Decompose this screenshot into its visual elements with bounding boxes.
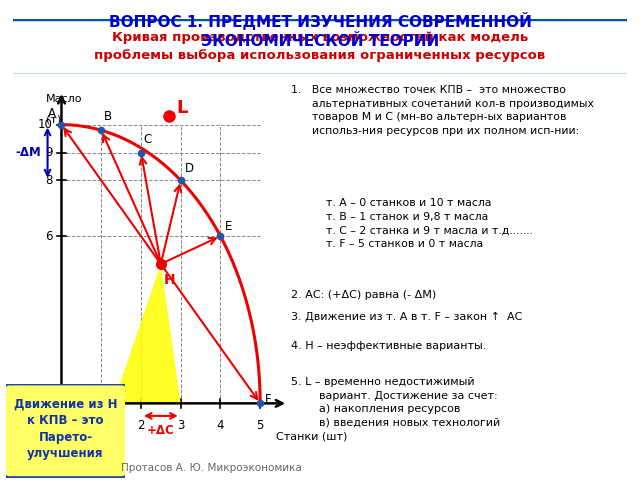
Text: A: A xyxy=(47,108,56,120)
Text: 5. L – временно недостижимый
        вариант. Достижение за счет:
        а) нак: 5. L – временно недостижимый вариант. До… xyxy=(291,377,500,428)
Text: +ΔС: +ΔС xyxy=(147,424,175,437)
Text: 10: 10 xyxy=(38,118,52,131)
Text: Протасов А. Ю. Микроэкономика: Протасов А. Ю. Микроэкономика xyxy=(121,463,301,473)
Text: 6: 6 xyxy=(45,229,52,242)
Text: 2: 2 xyxy=(137,419,145,432)
Text: 4: 4 xyxy=(217,419,224,432)
Text: -ΔМ: -ΔМ xyxy=(16,146,42,159)
Text: 4. Н – неэффективные варианты.: 4. Н – неэффективные варианты. xyxy=(291,341,486,350)
Text: 9: 9 xyxy=(45,146,52,159)
Text: 1.   Все множество точек КПВ –  это множество
      альтернативных сочетаний кол: 1. Все множество точек КПВ – это множест… xyxy=(291,85,594,136)
Text: Станки (шт): Станки (шт) xyxy=(276,431,348,441)
Text: C: C xyxy=(144,133,152,146)
Text: B: B xyxy=(104,110,112,123)
Text: D: D xyxy=(185,162,194,175)
Text: Кривая производственных возможностей как модель
проблемы выбора использования ог: Кривая производственных возможностей как… xyxy=(94,31,546,62)
FancyBboxPatch shape xyxy=(4,384,127,478)
Text: Движение из Н
к КПВ – это
Парето-
улучшения: Движение из Н к КПВ – это Парето- улучше… xyxy=(14,397,117,460)
Text: (т): (т) xyxy=(45,115,61,125)
Text: 2. АС: (+ΔС) равна (- ΔМ): 2. АС: (+ΔС) равна (- ΔМ) xyxy=(291,289,436,300)
Text: F: F xyxy=(265,393,271,406)
Text: 3. Движение из т. А в т. F – закон ↑  АС: 3. Движение из т. А в т. F – закон ↑ АС xyxy=(291,312,523,322)
Text: Масло: Масло xyxy=(45,94,82,104)
FancyBboxPatch shape xyxy=(6,19,634,75)
Text: т. А – 0 станков и 10 т масла
          т. В – 1 станок и 9,8 т масла
          : т. А – 0 станков и 10 т масла т. В – 1 с… xyxy=(291,198,533,249)
Polygon shape xyxy=(113,264,180,403)
Text: 3: 3 xyxy=(177,419,184,432)
Text: 8: 8 xyxy=(45,174,52,187)
Text: 5: 5 xyxy=(257,419,264,432)
Text: E: E xyxy=(225,220,232,233)
Text: H: H xyxy=(164,273,175,287)
Text: L: L xyxy=(176,99,188,118)
Text: 1: 1 xyxy=(97,419,105,432)
Text: ВОПРОС 1. ПРЕДМЕТ ИЗУЧЕНИЯ СОВРЕМЕННОЙ
ЭКОНОМИЧЕСКОЙ ТЕОРИИ: ВОПРОС 1. ПРЕДМЕТ ИЗУЧЕНИЯ СОВРЕМЕННОЙ Э… xyxy=(109,12,531,48)
Text: 0: 0 xyxy=(58,419,65,432)
